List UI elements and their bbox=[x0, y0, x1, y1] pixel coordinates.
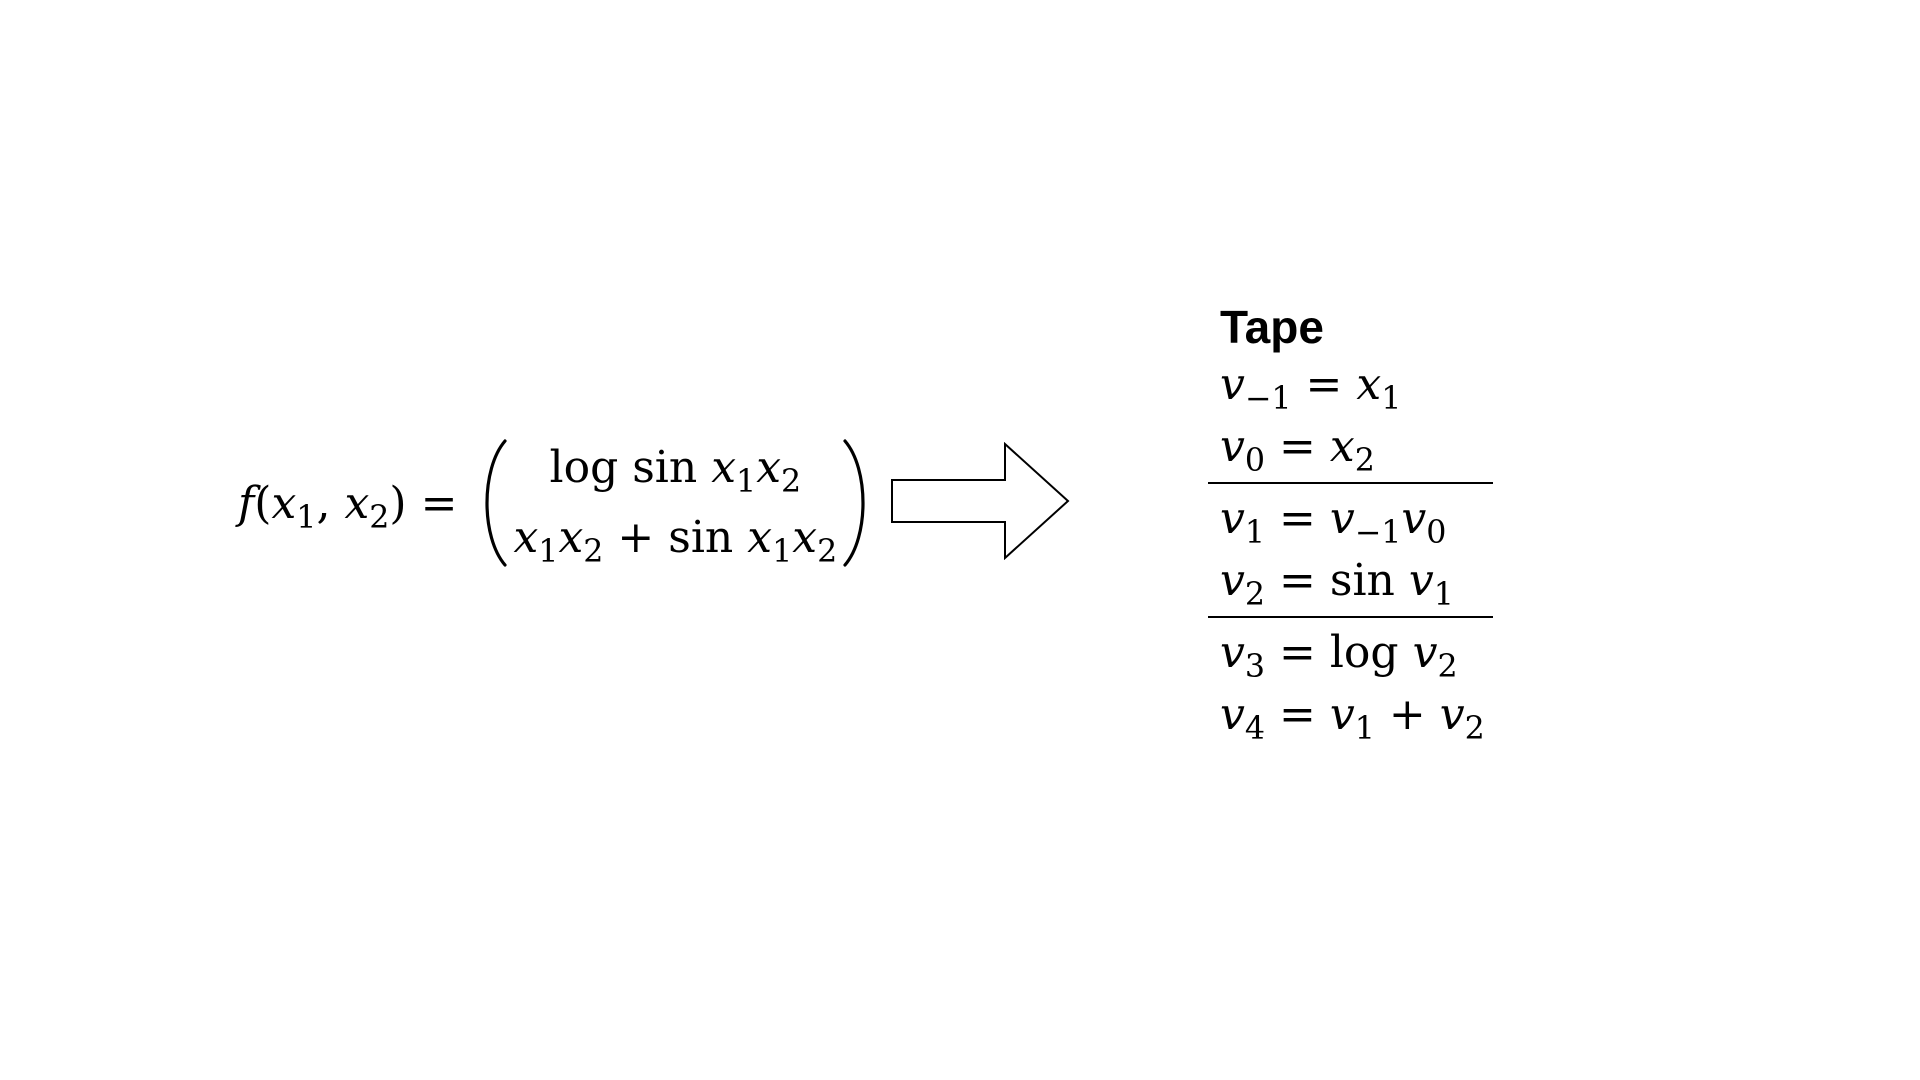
tape-entry: v2 = sin v1 bbox=[1220, 555, 1454, 614]
tape-entry: v0 = x2 bbox=[1220, 421, 1375, 480]
function-component-2: x1x2 + sin x1x2 bbox=[513, 512, 838, 571]
tape-entry: v3 = log v2 bbox=[1220, 627, 1458, 686]
right-arrow-icon bbox=[891, 442, 1070, 560]
tape-title: Tape bbox=[1220, 301, 1324, 353]
tape-output-group: v3 = log v2 v4 = v1 + v2 bbox=[1208, 622, 1493, 746]
tape-entry: v1 = v−1v0 bbox=[1220, 493, 1447, 552]
tape: Tape v−1 = x1 v0 = x2 v1 = v−1v0 v2 = si… bbox=[1208, 300, 1493, 746]
tape-input-group: v−1 = x1 v0 = x2 bbox=[1208, 354, 1493, 478]
right-parenthesis bbox=[843, 439, 865, 567]
left-parenthesis bbox=[485, 439, 508, 567]
tape-entry: v4 = v1 + v2 bbox=[1220, 689, 1485, 748]
tape-intermediate-group: v1 = v−1v0 v2 = sin v1 bbox=[1208, 488, 1493, 612]
tape-entry: v−1 = x1 bbox=[1220, 359, 1402, 418]
tape-divider bbox=[1208, 482, 1493, 484]
function-definition: f(x1, x2) = log sin x1x2 x1x2 + sin x1x2 bbox=[238, 438, 875, 568]
function-components: log sin x1x2 x1x2 + sin x1x2 bbox=[509, 439, 841, 571]
function-component-1: log sin x1x2 bbox=[549, 442, 802, 501]
tape-divider bbox=[1208, 616, 1493, 618]
function-signature: f(x1, x2) = bbox=[238, 477, 458, 536]
